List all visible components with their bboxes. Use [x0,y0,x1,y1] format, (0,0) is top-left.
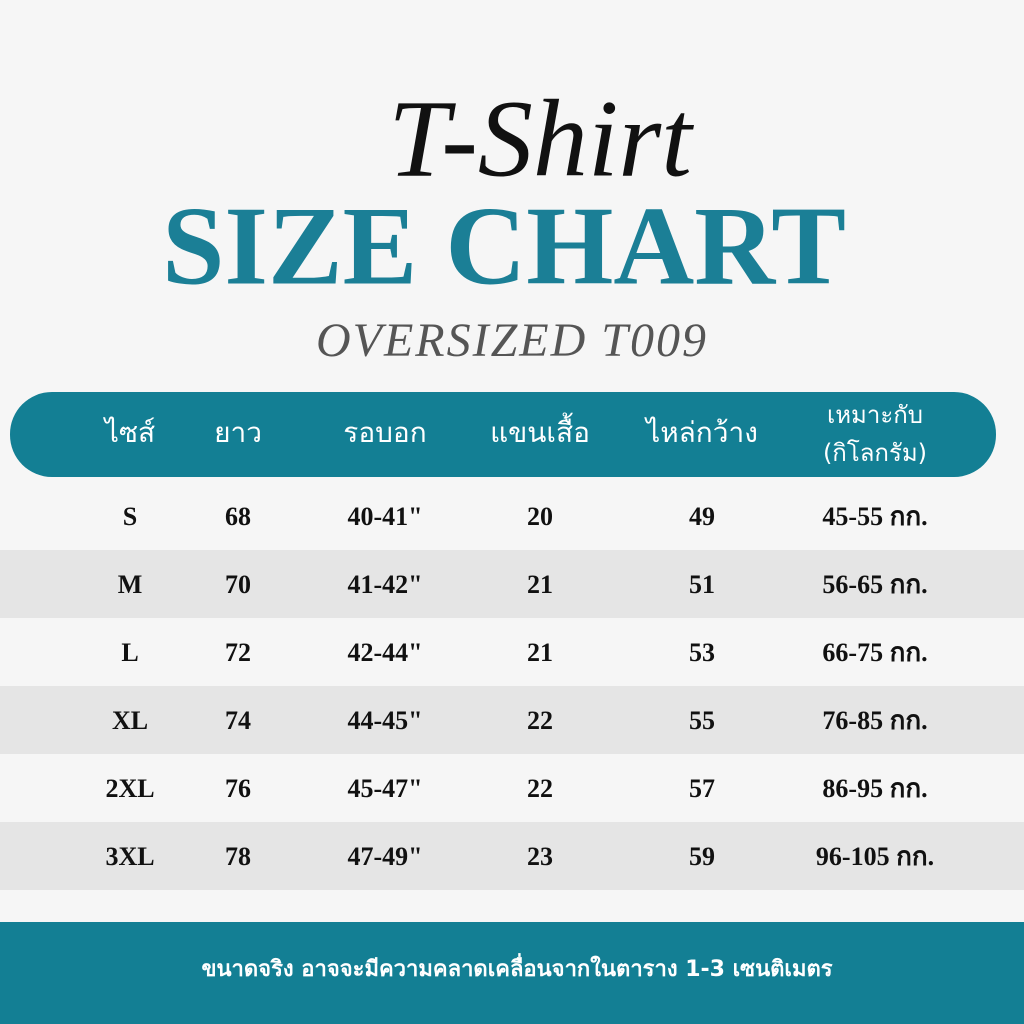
table-cell: 3XL [105,842,154,871]
table-cell: 86-95 กก. [822,774,927,803]
table-cell: 49 [689,502,715,531]
column-header: ไซส์ [103,416,155,449]
table-cell: M [118,570,143,599]
table-cell: S [123,502,137,531]
table-cell: 45-47" [347,774,422,803]
table-cell: 47-49" [347,842,422,871]
table-cell: 96-105 กก. [816,842,934,871]
table-row [0,754,1024,822]
table-cell: 55 [689,706,715,735]
table-row [0,686,1024,754]
footer-note: ขนาดจริง อาจจะมีความคลาดเคลื่อนจากในตารา… [201,952,832,982]
table-cell: 23 [527,842,553,871]
table-cell: 56-65 กก. [822,570,927,599]
column-header: ยาว [214,416,262,449]
table-cell: 2XL [105,774,154,803]
table-row [0,482,1024,550]
script-title: T-Shirt [388,77,694,199]
table-cell: 72 [225,638,251,667]
header-bar [10,392,996,477]
table-cell: 44-45" [347,706,422,735]
table-row [0,822,1024,890]
column-header: รอบอก [343,416,426,449]
table-cell: 68 [225,502,251,531]
footer-bar [0,922,1024,1024]
table-cell: L [121,638,138,667]
table-cell: 21 [527,570,553,599]
table-cell: 20 [527,502,553,531]
table-cell: 22 [527,706,553,735]
table-cell: 21 [527,638,553,667]
title: SIZE CHART [162,185,846,309]
table-row [0,618,1024,686]
table: ไซส์ ยาว รอบอก แขนเสื้อ ไหล่กว้าง เหมาะกับ (กิ… [0,401,1024,890]
table-cell: 59 [689,842,715,871]
table-cell: 76-85 กก. [822,706,927,735]
table-cell: 45-55 กก. [822,502,927,531]
table-cell: 74 [225,706,251,735]
column-header: ไหล่กว้าง [644,416,758,449]
table-cell: 76 [225,774,251,803]
subtitle: OVERSIZED T009 [316,314,708,367]
table-cell: 70 [225,570,251,599]
table-cell: 41-42" [347,570,422,599]
table-cell: 51 [689,570,715,599]
table-cell: 40-41" [347,502,422,531]
table-cell: 53 [689,638,715,667]
column-header: แขนเสื้อ [490,412,590,449]
table-cell: 78 [225,842,251,871]
table-cell: XL [112,706,148,735]
table-cell: 57 [689,774,715,803]
table-row [0,550,1024,618]
column-header: (กิโลกรัม) [823,439,927,467]
table-cell: 22 [527,774,553,803]
table-cell: 66-75 กก. [822,638,927,667]
column-header: เหมาะกับ [827,401,923,429]
table-cell: 42-44" [347,638,422,667]
